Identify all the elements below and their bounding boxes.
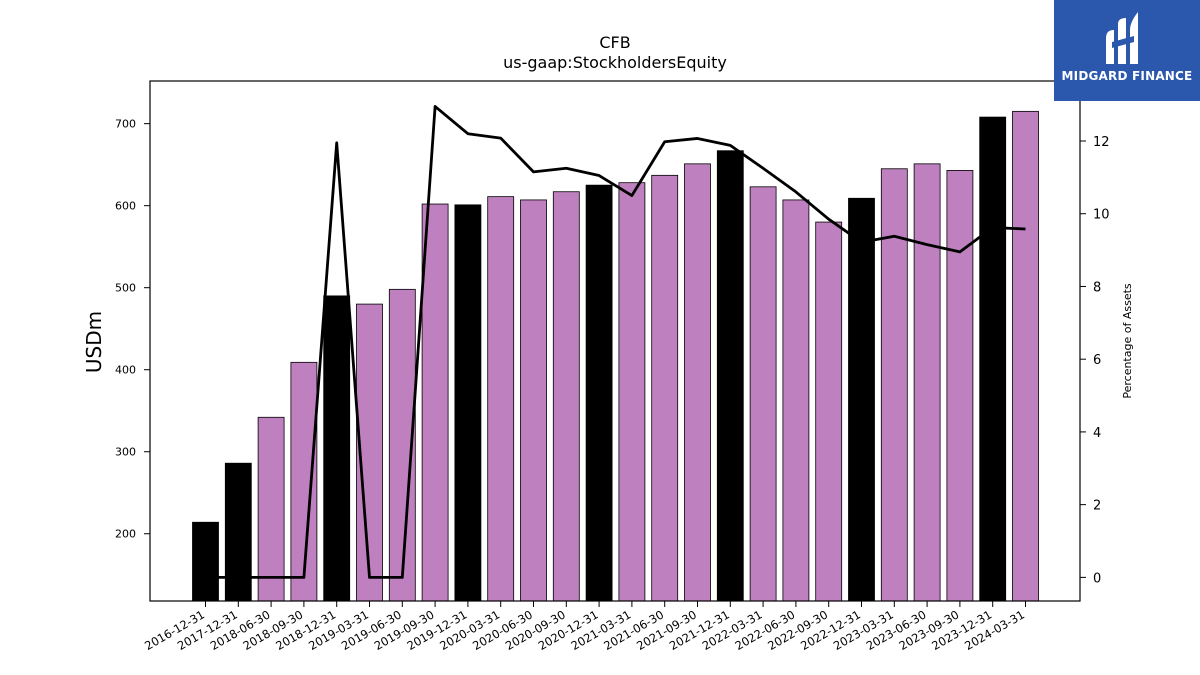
plot-frame (149, 80, 1081, 602)
bar-2020-12-31 (585, 184, 613, 602)
bar-2022-03-31 (749, 186, 777, 602)
bar-2023-12-31 (979, 116, 1007, 602)
y-tick-label-700: 700 (115, 118, 136, 131)
bar-2022-12-31 (848, 197, 875, 602)
right-axis: 0 2 4 6 8 10 12 (1080, 135, 1110, 586)
y2-tick-label-10: 10 (1093, 208, 1110, 223)
x-axis: 2016-12-312017-12-312018-06-302018-09-30… (142, 601, 1027, 653)
midgard-finance-logo: MIDGARD FINANCE (1054, 0, 1200, 101)
y2-tick-label-12: 12 (1093, 135, 1110, 150)
bar-2018-06-30 (257, 416, 285, 602)
y-axis-label: USDm (82, 311, 106, 373)
bar-2019-12-31 (454, 204, 482, 602)
bar-2023-06-30 (913, 163, 941, 602)
bar-2024-03-31 (1012, 110, 1039, 602)
bar-2020-09-30 (552, 191, 580, 602)
chart-title: CFB (599, 33, 630, 52)
y-tick-label-300: 300 (115, 446, 136, 459)
percentage-line (205, 105, 1026, 579)
bar-2023-09-30 (946, 169, 974, 602)
y2-tick-label-6: 6 (1093, 353, 1101, 368)
y2-axis-label: Percentage of Assets (1121, 283, 1134, 399)
bar-2020-06-30 (520, 199, 547, 602)
bars-layer (192, 110, 1039, 602)
bar-2021-03-31 (618, 182, 646, 602)
y-tick-label-400: 400 (115, 364, 136, 377)
bar-2019-09-30 (421, 203, 449, 602)
line-layer (205, 105, 1026, 579)
y-tick-label-200: 200 (115, 528, 136, 541)
bar-2018-12-31 (323, 295, 351, 602)
bar-2023-03-31 (880, 168, 908, 602)
bar-2017-12-31 (224, 462, 252, 602)
chart-subtitle: us-gaap:StockholdersEquity (503, 53, 727, 72)
y-tick-label-500: 500 (115, 282, 136, 295)
y2-tick-label-2: 2 (1093, 499, 1101, 514)
y2-tick-label-8: 8 (1093, 280, 1101, 295)
bar-2020-03-31 (487, 196, 515, 602)
left-axis: 200 300 400 500 600 700 (115, 118, 150, 541)
bar-2016-12-31 (192, 521, 219, 602)
y-tick-label-600: 600 (115, 200, 136, 213)
y2-tick-label-0: 0 (1093, 571, 1101, 586)
logo-text: MIDGARD FINANCE (1061, 69, 1193, 83)
bar-2021-09-30 (684, 163, 711, 602)
bar-2021-06-30 (651, 174, 679, 602)
logo-mark-icon (1106, 12, 1138, 64)
bar-2021-12-31 (716, 150, 744, 602)
y2-tick-label-4: 4 (1093, 426, 1101, 441)
bar-2019-03-31 (356, 303, 383, 602)
bar-2022-09-30 (815, 221, 843, 602)
bar-2022-06-30 (782, 199, 810, 602)
